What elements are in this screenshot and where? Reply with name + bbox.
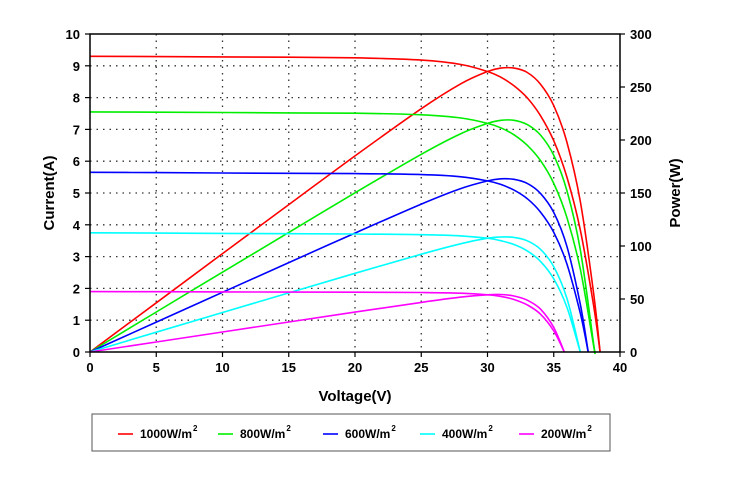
- y-tick-label: 9: [73, 59, 80, 74]
- pv-curve-2: [89, 177, 589, 353]
- y-tick-label: 7: [73, 122, 80, 137]
- x-tick-label: 30: [480, 360, 494, 375]
- legend-label-superscript: 2: [587, 424, 592, 433]
- x-axis-title: Voltage(V): [318, 388, 391, 405]
- iv-curve-2: [89, 171, 589, 353]
- grid: [90, 34, 620, 352]
- y-tick-label: 10: [66, 27, 80, 42]
- legend-label: 800W/m: [240, 427, 285, 441]
- x-tick-label: 5: [153, 360, 160, 375]
- legend-label-superscript: 2: [193, 424, 198, 433]
- iv-curve-1: [89, 111, 596, 355]
- iv-curve-4: [89, 290, 566, 353]
- pv-curve-1: [89, 119, 596, 355]
- y2-tick-label: 100: [630, 239, 652, 254]
- pv-curve-4: [89, 293, 566, 353]
- pv-curve-3: [89, 236, 582, 353]
- y-tick-label: 5: [73, 186, 80, 201]
- y-tick-label: 0: [73, 345, 80, 360]
- legend-label: 400W/m: [442, 427, 487, 441]
- y-tick-label: 6: [73, 154, 80, 169]
- y2-tick-label: 50: [630, 292, 644, 307]
- x-tick-label: 35: [547, 360, 561, 375]
- y-axis-title: Current(A): [41, 156, 58, 231]
- y-tick-label: 1: [73, 313, 80, 328]
- legend-label: 600W/m: [345, 427, 390, 441]
- y-tick-label: 3: [73, 250, 80, 265]
- iv-curve-3: [89, 232, 582, 353]
- x-tick-label: 0: [86, 360, 93, 375]
- y2-tick-label: 250: [630, 80, 652, 95]
- legend: 1000W/m 2 800W/m 2 600W/m 2 400W/m 2 200W/m 2: [91, 413, 611, 452]
- x-tick-label: 10: [215, 360, 229, 375]
- y-tick-label: 2: [73, 281, 80, 296]
- legend-label: 200W/m: [541, 427, 586, 441]
- x-tick-label: 15: [282, 360, 296, 375]
- legend-label-superscript: 2: [391, 424, 396, 433]
- y2-tick-label: 150: [630, 186, 652, 201]
- legend-label-superscript: 2: [488, 424, 493, 433]
- y2-tick-label: 200: [630, 133, 652, 148]
- legend-label: 1000W/m: [140, 427, 192, 441]
- x-tick-label: 25: [414, 360, 428, 375]
- x-tick-label: 20: [348, 360, 362, 375]
- iv-curve-0: [89, 55, 601, 353]
- pv-curve-0: [89, 66, 601, 353]
- y2-axis-title: Power(W): [667, 158, 684, 227]
- y2-tick-label: 300: [630, 27, 652, 42]
- x-tick-label: 40: [613, 360, 627, 375]
- curves: [89, 55, 601, 355]
- ticks: 0 5 10 15 20 25 30 35 40012345678910050100150200…: [66, 27, 652, 375]
- y-tick-label: 4: [73, 218, 81, 233]
- y2-tick-label: 0: [630, 345, 637, 360]
- legend-label-superscript: 2: [286, 424, 291, 433]
- y-tick-label: 8: [73, 91, 80, 106]
